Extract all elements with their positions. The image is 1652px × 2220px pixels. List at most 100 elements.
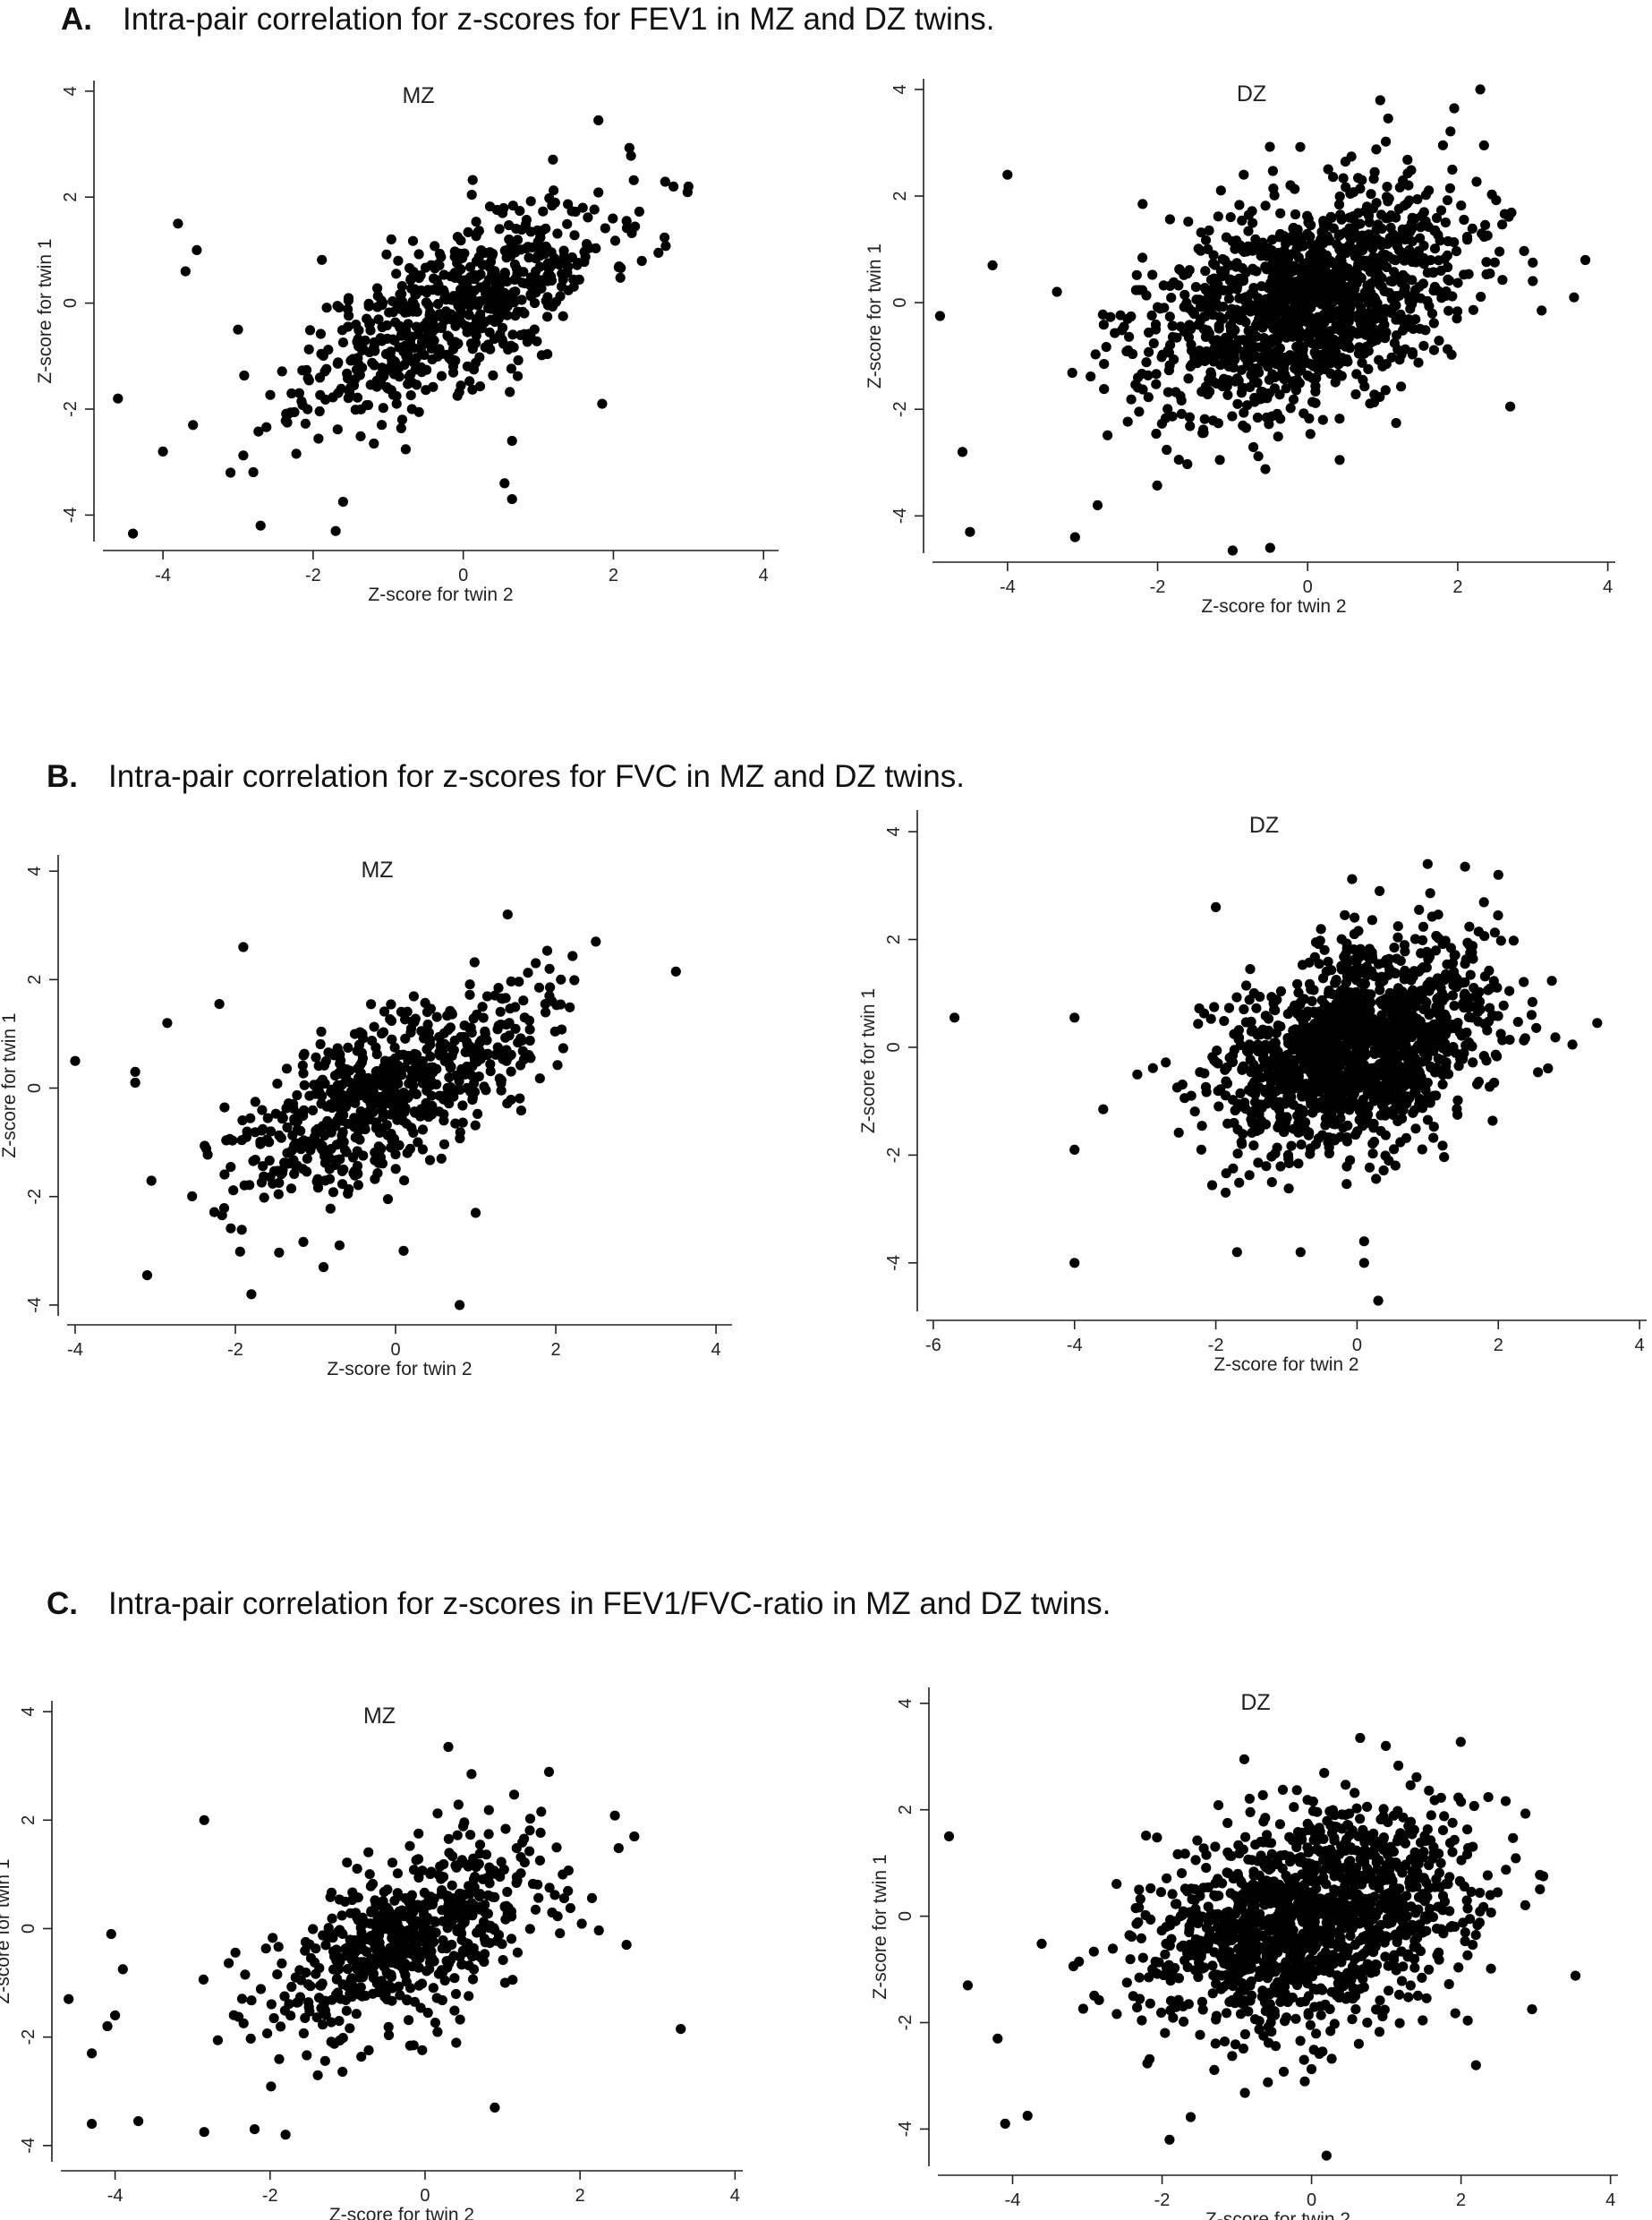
data-point xyxy=(660,176,670,187)
data-point xyxy=(573,258,583,269)
data-point xyxy=(507,201,518,211)
data-point xyxy=(452,390,463,401)
data-point xyxy=(297,365,308,376)
data-point xyxy=(233,324,243,335)
data-point xyxy=(400,307,411,318)
data-point xyxy=(542,292,553,303)
data-point xyxy=(1368,174,1379,184)
data-point xyxy=(1442,195,1453,206)
data-point xyxy=(291,448,302,459)
data-point xyxy=(423,300,434,311)
data-point xyxy=(531,266,541,277)
data-point xyxy=(412,306,422,317)
y-axis-title: Z-score for twin 1 xyxy=(35,238,55,383)
y-tick-label: -2 xyxy=(890,401,910,417)
data-point xyxy=(600,223,610,234)
data-point xyxy=(1240,1832,1251,1842)
x-tick-label: 2 xyxy=(609,566,618,585)
data-point xyxy=(488,370,498,380)
data-point xyxy=(459,248,470,259)
data-point xyxy=(405,274,416,285)
data-point xyxy=(381,320,392,331)
data-point xyxy=(294,388,304,398)
data-point xyxy=(668,181,679,192)
data-point xyxy=(1126,394,1137,405)
data-point xyxy=(391,269,402,279)
data-point xyxy=(555,291,566,302)
data-point xyxy=(505,387,515,397)
data-point xyxy=(239,370,250,381)
data-point xyxy=(464,327,474,337)
data-point xyxy=(522,337,532,347)
data-point xyxy=(608,213,618,224)
data-point xyxy=(1253,451,1264,462)
data-point xyxy=(474,381,486,392)
data-point xyxy=(377,420,387,431)
data-point xyxy=(471,217,481,227)
data-point xyxy=(188,420,199,431)
data-point xyxy=(248,466,259,478)
data-point xyxy=(304,325,316,336)
section-title-c: C. Intra-pair correlation for z-scores in… xyxy=(47,1586,1111,1622)
data-point xyxy=(416,285,427,296)
data-point xyxy=(439,269,449,280)
data-point xyxy=(332,424,343,435)
data-point xyxy=(321,303,332,313)
data-point xyxy=(315,329,326,339)
y-tick-label: 4 xyxy=(890,84,910,94)
panel-label: DZ xyxy=(1237,81,1266,107)
data-point xyxy=(436,322,447,334)
data-point xyxy=(524,252,534,263)
data-point xyxy=(497,322,508,333)
data-point xyxy=(420,262,431,273)
data-point xyxy=(468,364,480,375)
data-point xyxy=(363,301,374,312)
data-point xyxy=(404,371,414,382)
data-point xyxy=(451,296,462,307)
data-point xyxy=(499,478,510,489)
data-point xyxy=(413,249,424,260)
data-point xyxy=(491,204,503,216)
data-point xyxy=(485,314,497,325)
data-point xyxy=(552,228,563,239)
data-point xyxy=(1248,441,1259,453)
data-point xyxy=(352,337,362,347)
data-point xyxy=(332,301,343,312)
x-tick-label: -4 xyxy=(1000,577,1016,597)
data-point xyxy=(536,350,548,361)
data-point xyxy=(626,227,637,238)
x-tick-label: 2 xyxy=(1456,2190,1466,2210)
data-point xyxy=(238,450,249,461)
data-point xyxy=(526,291,537,302)
x-tick-label: -4 xyxy=(155,566,171,585)
data-point xyxy=(482,303,494,313)
x-tick-label: -4 xyxy=(1005,2190,1021,2210)
data-point xyxy=(462,281,473,292)
data-point xyxy=(660,232,670,243)
data-point xyxy=(381,249,392,260)
data-point xyxy=(430,241,440,252)
x-tick-label: 4 xyxy=(1603,577,1613,597)
data-point xyxy=(407,235,419,246)
data-point xyxy=(314,406,325,417)
data-point xyxy=(542,312,553,322)
data-point xyxy=(456,235,466,246)
data-point xyxy=(495,303,506,313)
data-point xyxy=(437,311,447,321)
data-point xyxy=(529,324,540,335)
data-point xyxy=(434,344,445,354)
data-point xyxy=(386,234,396,244)
data-point xyxy=(1295,141,1306,152)
data-point xyxy=(563,199,574,209)
data-point xyxy=(549,185,559,196)
data-point xyxy=(557,269,567,279)
data-point xyxy=(447,367,459,378)
data-point xyxy=(404,335,415,346)
data-point xyxy=(456,380,466,391)
data-point xyxy=(303,375,314,386)
data-point xyxy=(500,246,511,257)
data-point xyxy=(337,497,348,508)
data-point xyxy=(286,388,297,399)
data-point xyxy=(377,300,387,311)
